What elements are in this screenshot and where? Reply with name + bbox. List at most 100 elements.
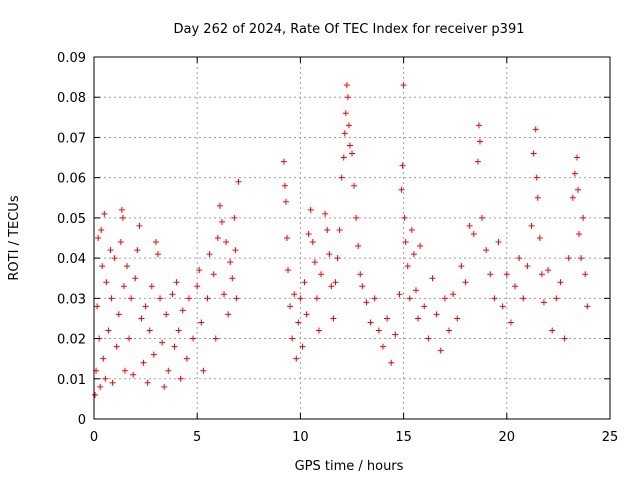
data-point	[584, 303, 591, 310]
data-point	[293, 355, 300, 362]
data-point	[421, 303, 428, 310]
data-point	[117, 239, 124, 246]
data-point	[578, 255, 585, 262]
data-point	[371, 295, 378, 302]
data-point	[398, 186, 405, 193]
chart-title: Day 262 of 2024, Rate Of TEC Index for r…	[174, 22, 525, 37]
data-point	[429, 275, 436, 282]
data-point	[297, 295, 304, 302]
data-point	[336, 226, 343, 233]
data-point	[194, 283, 201, 290]
data-point	[575, 186, 582, 193]
data-point	[124, 263, 131, 270]
data-point	[355, 243, 362, 250]
data-point	[571, 170, 578, 177]
data-point	[401, 214, 408, 221]
data-point	[353, 214, 360, 221]
data-point	[98, 226, 105, 233]
data-point	[580, 214, 587, 221]
data-point	[154, 251, 161, 258]
y-tick-label: 0	[78, 413, 86, 428]
data-point	[582, 271, 589, 278]
data-point	[406, 295, 413, 302]
data-point	[126, 335, 133, 342]
data-point	[534, 194, 541, 201]
data-point	[223, 239, 230, 246]
data-point	[328, 283, 335, 290]
data-point	[140, 359, 147, 366]
data-point	[150, 351, 157, 358]
data-point	[487, 271, 494, 278]
data-point	[476, 138, 483, 145]
data-point	[466, 222, 473, 229]
data-point	[232, 247, 239, 254]
data-point	[351, 182, 358, 189]
data-point	[159, 339, 166, 346]
data-point	[318, 271, 325, 278]
data-point	[540, 299, 547, 306]
data-point	[233, 295, 240, 302]
data-point	[507, 319, 514, 326]
y-tick-label: 0.05	[57, 212, 86, 227]
data-point	[92, 391, 99, 398]
data-point	[334, 255, 341, 262]
data-point	[102, 375, 109, 382]
data-point	[399, 162, 406, 169]
data-point	[553, 295, 560, 302]
data-point	[533, 174, 540, 181]
data-point	[307, 206, 314, 213]
data-point	[516, 255, 523, 262]
data-point	[231, 214, 238, 221]
data-point	[479, 214, 486, 221]
y-tick-label: 0.03	[57, 292, 86, 307]
data-point	[295, 319, 302, 326]
data-point	[483, 247, 490, 254]
data-point	[499, 303, 506, 310]
data-point	[402, 239, 409, 246]
y-tick-label: 0.02	[57, 333, 86, 348]
data-point	[142, 303, 149, 310]
data-point	[148, 283, 155, 290]
x-axis-label: GPS time / hours	[295, 459, 404, 474]
data-point	[495, 239, 502, 246]
data-point	[204, 295, 211, 302]
data-point	[450, 291, 457, 298]
data-point	[474, 158, 481, 165]
data-point	[425, 335, 432, 342]
data-point	[152, 239, 159, 246]
data-point	[190, 335, 197, 342]
data-point	[94, 303, 101, 310]
data-point	[322, 210, 329, 217]
data-point	[95, 235, 102, 241]
data-point	[138, 315, 145, 322]
data-point	[216, 202, 223, 209]
x-tick-label: 20	[499, 430, 516, 445]
data-point	[101, 210, 108, 217]
data-point	[437, 347, 444, 354]
data-point	[200, 367, 207, 374]
data-point	[313, 295, 320, 302]
data-point	[415, 315, 422, 322]
data-point	[315, 327, 322, 334]
data-point	[157, 295, 164, 302]
data-point	[400, 82, 407, 89]
data-point	[100, 355, 107, 362]
x-tick-label: 0	[90, 430, 98, 445]
data-point	[326, 251, 333, 258]
data-point	[115, 311, 122, 318]
data-point	[379, 343, 386, 350]
data-point	[538, 271, 545, 278]
data-point	[301, 279, 308, 286]
data-point	[573, 154, 580, 161]
data-point	[404, 263, 411, 270]
data-point	[433, 311, 440, 318]
data-point	[324, 226, 331, 233]
data-point	[357, 271, 364, 278]
data-point	[283, 235, 290, 241]
y-tick-label: 0.01	[57, 373, 86, 388]
data-point	[214, 235, 221, 241]
data-point	[462, 279, 469, 286]
data-point	[185, 295, 192, 302]
data-point	[175, 327, 182, 334]
